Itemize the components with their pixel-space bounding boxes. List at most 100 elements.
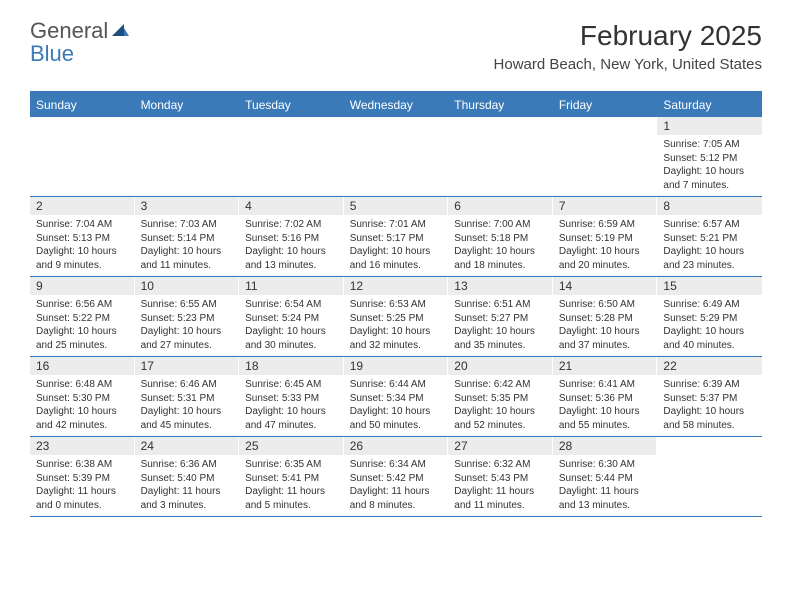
- sunset-text: Sunset: 5:27 PM: [454, 312, 547, 326]
- daylight-text-2: and 32 minutes.: [350, 339, 443, 353]
- page-title: February 2025: [494, 20, 762, 52]
- calendar-cell: [344, 117, 449, 196]
- day-header-monday: Monday: [135, 93, 240, 117]
- calendar-cell: 27Sunrise: 6:32 AMSunset: 5:43 PMDayligh…: [448, 437, 553, 516]
- daylight-text-2: and 35 minutes.: [454, 339, 547, 353]
- sunset-text: Sunset: 5:21 PM: [663, 232, 756, 246]
- calendar-cell: 5Sunrise: 7:01 AMSunset: 5:17 PMDaylight…: [344, 197, 449, 276]
- sunset-text: Sunset: 5:30 PM: [36, 392, 129, 406]
- day-details: Sunrise: 6:51 AMSunset: 5:27 PMDaylight:…: [448, 295, 553, 356]
- daylight-text-1: Daylight: 10 hours: [454, 245, 547, 259]
- sunrise-text: Sunrise: 7:01 AM: [350, 218, 443, 232]
- calendar-cell: 20Sunrise: 6:42 AMSunset: 5:35 PMDayligh…: [448, 357, 553, 436]
- day-number: 18: [239, 357, 344, 375]
- daylight-text-2: and 16 minutes.: [350, 259, 443, 273]
- sunrise-text: Sunrise: 6:46 AM: [141, 378, 234, 392]
- daylight-text-1: Daylight: 10 hours: [245, 245, 338, 259]
- day-number: 28: [553, 437, 658, 455]
- daylight-text-1: Daylight: 10 hours: [454, 325, 547, 339]
- day-number: 5: [344, 197, 449, 215]
- day-details: Sunrise: 6:46 AMSunset: 5:31 PMDaylight:…: [135, 375, 240, 436]
- sail-icon: [110, 22, 130, 43]
- day-details: Sunrise: 6:34 AMSunset: 5:42 PMDaylight:…: [344, 455, 449, 516]
- day-number: 26: [344, 437, 449, 455]
- header: General Blue February 2025 Howard Beach,…: [0, 0, 792, 81]
- day-details: Sunrise: 6:42 AMSunset: 5:35 PMDaylight:…: [448, 375, 553, 436]
- sunrise-text: Sunrise: 6:55 AM: [141, 298, 234, 312]
- calendar: Sunday Monday Tuesday Wednesday Thursday…: [30, 91, 762, 517]
- calendar-cell: 8Sunrise: 6:57 AMSunset: 5:21 PMDaylight…: [657, 197, 762, 276]
- day-number: 6: [448, 197, 553, 215]
- day-number: 21: [553, 357, 658, 375]
- calendar-cell: 21Sunrise: 6:41 AMSunset: 5:36 PMDayligh…: [553, 357, 658, 436]
- day-header-tuesday: Tuesday: [239, 93, 344, 117]
- sunset-text: Sunset: 5:23 PM: [141, 312, 234, 326]
- calendar-cell: 4Sunrise: 7:02 AMSunset: 5:16 PMDaylight…: [239, 197, 344, 276]
- day-details: Sunrise: 7:01 AMSunset: 5:17 PMDaylight:…: [344, 215, 449, 276]
- sunrise-text: Sunrise: 6:35 AM: [245, 458, 338, 472]
- day-number: 14: [553, 277, 658, 295]
- sunrise-text: Sunrise: 7:05 AM: [663, 138, 756, 152]
- calendar-cell: 16Sunrise: 6:48 AMSunset: 5:30 PMDayligh…: [30, 357, 135, 436]
- sunset-text: Sunset: 5:44 PM: [559, 472, 652, 486]
- daylight-text-1: Daylight: 10 hours: [559, 325, 652, 339]
- daylight-text-2: and 58 minutes.: [663, 419, 756, 433]
- sunset-text: Sunset: 5:13 PM: [36, 232, 129, 246]
- sunset-text: Sunset: 5:12 PM: [663, 152, 756, 166]
- day-details: Sunrise: 6:45 AMSunset: 5:33 PMDaylight:…: [239, 375, 344, 436]
- day-number: 19: [344, 357, 449, 375]
- day-number: 27: [448, 437, 553, 455]
- daylight-text-1: Daylight: 10 hours: [350, 325, 443, 339]
- week-row: 9Sunrise: 6:56 AMSunset: 5:22 PMDaylight…: [30, 277, 762, 357]
- daylight-text-1: Daylight: 10 hours: [245, 325, 338, 339]
- daylight-text-2: and 37 minutes.: [559, 339, 652, 353]
- sunset-text: Sunset: 5:24 PM: [245, 312, 338, 326]
- sunset-text: Sunset: 5:25 PM: [350, 312, 443, 326]
- day-number: 13: [448, 277, 553, 295]
- sunrise-text: Sunrise: 6:38 AM: [36, 458, 129, 472]
- day-details: Sunrise: 7:02 AMSunset: 5:16 PMDaylight:…: [239, 215, 344, 276]
- calendar-cell: [239, 117, 344, 196]
- day-number: 7: [553, 197, 658, 215]
- day-header-sunday: Sunday: [30, 93, 135, 117]
- day-number: 22: [657, 357, 762, 375]
- day-number: 15: [657, 277, 762, 295]
- day-number: 25: [239, 437, 344, 455]
- daylight-text-1: Daylight: 10 hours: [663, 165, 756, 179]
- day-number: 4: [239, 197, 344, 215]
- sunset-text: Sunset: 5:18 PM: [454, 232, 547, 246]
- day-number: 11: [239, 277, 344, 295]
- calendar-cell: 23Sunrise: 6:38 AMSunset: 5:39 PMDayligh…: [30, 437, 135, 516]
- logo-text-part1: General: [30, 18, 108, 43]
- day-header-wednesday: Wednesday: [344, 93, 449, 117]
- calendar-cell: 25Sunrise: 6:35 AMSunset: 5:41 PMDayligh…: [239, 437, 344, 516]
- day-header-thursday: Thursday: [448, 93, 553, 117]
- sunset-text: Sunset: 5:16 PM: [245, 232, 338, 246]
- day-details: Sunrise: 7:05 AMSunset: 5:12 PMDaylight:…: [657, 135, 762, 196]
- sunrise-text: Sunrise: 6:53 AM: [350, 298, 443, 312]
- daylight-text-1: Daylight: 10 hours: [36, 245, 129, 259]
- sunrise-text: Sunrise: 7:02 AM: [245, 218, 338, 232]
- daylight-text-2: and 11 minutes.: [141, 259, 234, 273]
- day-number: 16: [30, 357, 135, 375]
- calendar-cell: 11Sunrise: 6:54 AMSunset: 5:24 PMDayligh…: [239, 277, 344, 356]
- day-details: Sunrise: 6:36 AMSunset: 5:40 PMDaylight:…: [135, 455, 240, 516]
- daylight-text-2: and 23 minutes.: [663, 259, 756, 273]
- sunrise-text: Sunrise: 6:30 AM: [559, 458, 652, 472]
- calendar-cell: 26Sunrise: 6:34 AMSunset: 5:42 PMDayligh…: [344, 437, 449, 516]
- calendar-cell: 18Sunrise: 6:45 AMSunset: 5:33 PMDayligh…: [239, 357, 344, 436]
- calendar-cell: [553, 117, 658, 196]
- sunset-text: Sunset: 5:36 PM: [559, 392, 652, 406]
- daylight-text-2: and 45 minutes.: [141, 419, 234, 433]
- day-number: 12: [344, 277, 449, 295]
- daylight-text-2: and 18 minutes.: [454, 259, 547, 273]
- day-number: 3: [135, 197, 240, 215]
- day-details: Sunrise: 7:00 AMSunset: 5:18 PMDaylight:…: [448, 215, 553, 276]
- daylight-text-2: and 55 minutes.: [559, 419, 652, 433]
- sunrise-text: Sunrise: 6:36 AM: [141, 458, 234, 472]
- sunrise-text: Sunrise: 7:03 AM: [141, 218, 234, 232]
- sunrise-text: Sunrise: 6:42 AM: [454, 378, 547, 392]
- day-details: Sunrise: 6:49 AMSunset: 5:29 PMDaylight:…: [657, 295, 762, 356]
- sunset-text: Sunset: 5:28 PM: [559, 312, 652, 326]
- sunset-text: Sunset: 5:33 PM: [245, 392, 338, 406]
